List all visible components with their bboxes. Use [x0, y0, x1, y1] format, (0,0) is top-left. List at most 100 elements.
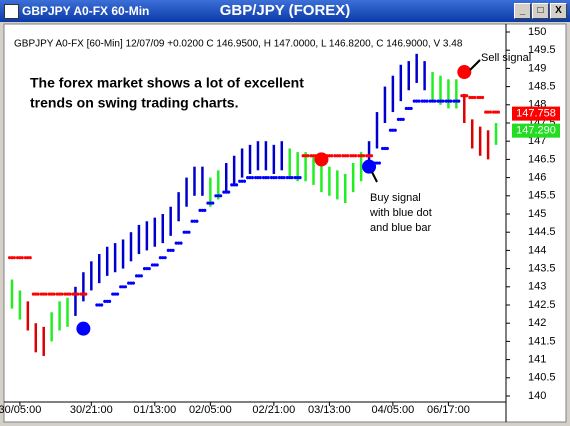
stop-dot	[79, 292, 83, 296]
stop-dot	[134, 274, 139, 278]
close-button[interactable]: X	[550, 3, 567, 19]
stop-dot	[39, 292, 43, 296]
stop-dot	[10, 256, 14, 260]
stop-dot	[60, 292, 64, 296]
stop-dot	[103, 299, 107, 303]
stop-dot	[137, 274, 141, 278]
price-label-box	[512, 123, 560, 138]
stop-dot	[31, 292, 35, 296]
stop-dot	[15, 256, 20, 260]
stop-dot	[190, 219, 194, 223]
maximize-button[interactable]: □	[532, 3, 549, 19]
stop-dot	[123, 285, 128, 289]
stop-dot	[115, 292, 120, 296]
stop-dot	[7, 256, 12, 260]
stop-dot	[105, 299, 109, 303]
stop-dot	[407, 106, 411, 111]
stop-dot	[224, 190, 228, 194]
stop-dot	[240, 179, 244, 183]
signal-dot	[362, 159, 377, 174]
y-tick-label: 149	[528, 62, 546, 74]
x-tick-label: 06/17:00	[427, 404, 470, 416]
stop-dot	[333, 154, 337, 158]
stop-dot	[343, 154, 347, 158]
stop-dot	[57, 292, 62, 296]
stop-dot	[359, 154, 363, 158]
stop-dot	[349, 154, 353, 158]
stop-dot	[444, 99, 448, 103]
stop-dot	[327, 154, 331, 158]
y-tick-label: 141.5	[528, 335, 556, 347]
stop-dot	[436, 99, 440, 103]
stop-dot	[253, 176, 258, 180]
annotation: The forex market shows a lot of excellen…	[30, 75, 304, 91]
stop-dot	[266, 176, 270, 180]
stop-dot	[478, 95, 482, 100]
signal-dot	[76, 321, 91, 336]
stop-dot	[383, 146, 387, 151]
y-tick-label: 145	[528, 208, 546, 220]
stop-dot	[290, 176, 294, 180]
stop-dot	[261, 176, 266, 180]
stop-dot	[341, 154, 345, 158]
stop-dot	[23, 256, 28, 260]
stop-dot	[208, 201, 212, 205]
stop-dot	[230, 183, 234, 187]
stop-dot	[301, 154, 305, 158]
stop-dot	[232, 183, 236, 187]
buy-label: Buy signal	[370, 192, 421, 204]
stop-dot	[496, 110, 501, 114]
stop-dot	[100, 303, 104, 307]
stop-dot	[44, 292, 48, 296]
stop-dot	[97, 303, 101, 307]
y-tick-label: 142.5	[528, 299, 556, 311]
stop-dot	[169, 248, 173, 252]
stop-dot	[139, 274, 143, 278]
stop-dot	[282, 176, 286, 180]
stop-dot	[494, 110, 498, 114]
stop-dot	[330, 154, 334, 158]
stop-dot	[142, 267, 147, 271]
stop-dot	[192, 219, 197, 223]
stop-dot	[293, 176, 297, 180]
stop-dot	[216, 194, 220, 198]
stop-dot	[274, 176, 278, 180]
stop-dot	[288, 176, 292, 180]
stop-dot	[404, 106, 408, 111]
stop-dot	[129, 281, 133, 285]
minimize-button[interactable]: _	[514, 3, 531, 19]
x-tick-label: 02/21:00	[252, 404, 295, 416]
stop-dot	[250, 176, 255, 180]
stop-dot	[65, 292, 70, 296]
stop-dot	[465, 94, 469, 98]
stop-dot	[145, 267, 149, 271]
window-icon	[4, 4, 19, 19]
signal-dot	[457, 65, 472, 80]
stop-dot	[73, 292, 78, 296]
stop-dot	[147, 267, 151, 271]
stop-dot	[71, 292, 75, 296]
stop-dot	[166, 248, 170, 252]
stop-dot	[264, 176, 268, 180]
stop-dot	[365, 154, 369, 158]
stop-dot	[486, 110, 490, 114]
stop-dot	[238, 179, 242, 183]
chart-title: GBP/JPY (FOREX)	[219, 2, 351, 19]
stop-dot	[234, 183, 239, 187]
y-tick-label: 146.5	[528, 153, 556, 165]
stop-dot	[171, 248, 175, 252]
stop-dot	[457, 99, 461, 103]
annotation: trends on swing trading charts.	[30, 95, 238, 111]
stop-dot	[285, 176, 289, 180]
stop-dot	[155, 263, 159, 267]
stop-dot	[433, 99, 437, 103]
stop-dot	[47, 292, 51, 296]
stop-dot	[377, 161, 381, 165]
stop-dot	[476, 95, 480, 100]
y-tick-label: 143	[528, 281, 546, 293]
stop-dot	[34, 292, 38, 296]
stop-dot	[258, 176, 262, 180]
stop-dot	[423, 99, 427, 103]
stop-dot	[449, 99, 453, 103]
stop-dot	[296, 176, 300, 180]
